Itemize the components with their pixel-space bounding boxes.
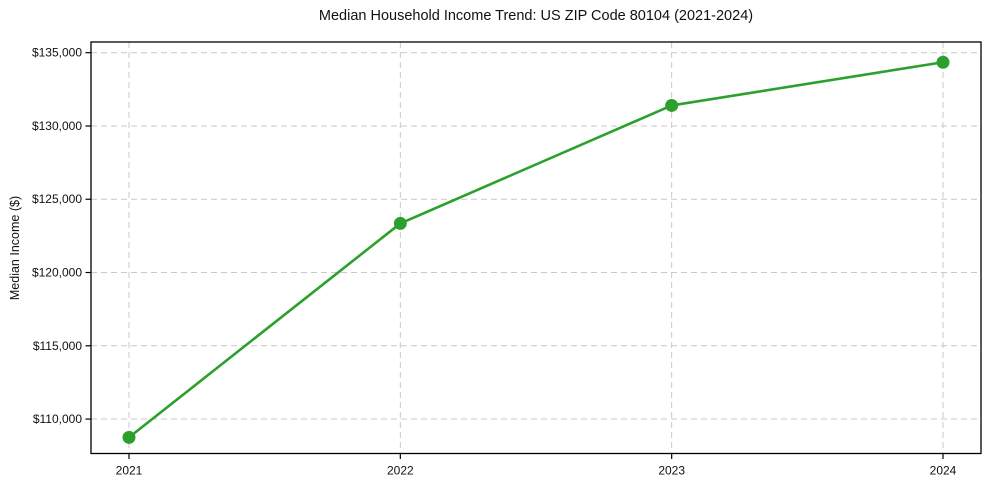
x-tick-label: 2024 xyxy=(930,464,957,478)
data-point xyxy=(393,216,407,230)
x-tick-label: 2023 xyxy=(658,464,685,478)
y-tick-label: $115,000 xyxy=(33,339,82,353)
data-point xyxy=(936,55,950,69)
data-point xyxy=(122,430,136,444)
y-tick-label: $120,000 xyxy=(32,266,82,280)
plot-border xyxy=(90,41,982,455)
x-tick-label: 2021 xyxy=(116,464,143,478)
y-axis-label: Median Income ($) xyxy=(8,195,22,301)
y-tick-label: $135,000 xyxy=(32,46,82,60)
y-tick-label: $130,000 xyxy=(32,119,82,133)
chart-title: Median Household Income Trend: US ZIP Co… xyxy=(318,8,754,24)
data-line xyxy=(127,60,945,439)
data-point xyxy=(665,98,679,112)
y-tick-label: $125,000 xyxy=(32,192,82,206)
x-tick-label: 2022 xyxy=(387,464,414,478)
y-tick-label: $110,000 xyxy=(33,412,82,426)
